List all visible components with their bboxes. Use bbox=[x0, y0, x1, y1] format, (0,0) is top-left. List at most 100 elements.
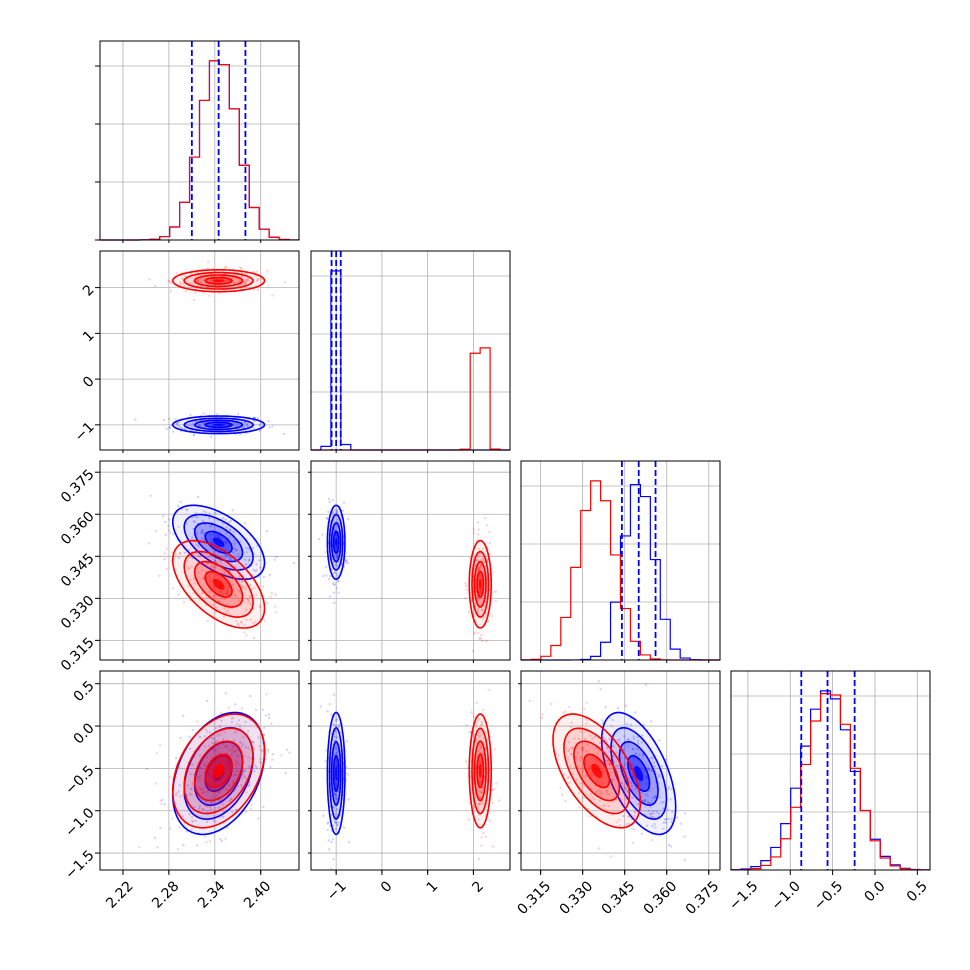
scatter-panel-3-1 bbox=[310, 670, 511, 871]
sample-point-blue bbox=[640, 832, 644, 835]
sample-point-blue bbox=[164, 533, 167, 536]
sample-point-blue bbox=[233, 542, 236, 545]
ytick-label-3-4: −1.5 bbox=[62, 847, 97, 882]
sample-point-blue bbox=[347, 517, 350, 521]
sample-point-blue bbox=[226, 760, 229, 764]
sample-point-red bbox=[203, 276, 206, 279]
sample-point-red bbox=[494, 599, 497, 603]
sample-point-red bbox=[254, 620, 257, 623]
sample-point-blue bbox=[335, 752, 338, 755]
sample-point-red bbox=[570, 721, 573, 724]
sample-point-red bbox=[597, 749, 601, 752]
sample-point-red bbox=[478, 554, 481, 557]
sample-point-blue bbox=[239, 741, 242, 744]
sample-point-blue bbox=[629, 723, 632, 727]
sample-point-red bbox=[585, 722, 588, 725]
sample-point-blue bbox=[624, 704, 627, 707]
sample-point-red bbox=[147, 542, 151, 545]
xtick-label-1-1: 0 bbox=[378, 878, 396, 896]
sample-point-blue bbox=[239, 777, 243, 780]
sample-point-red bbox=[481, 790, 484, 794]
sample-point-blue bbox=[632, 735, 635, 738]
sample-point-blue bbox=[238, 724, 241, 727]
sample-point-red bbox=[488, 688, 491, 692]
hist-panel-1-frame bbox=[310, 250, 511, 451]
sample-point-blue bbox=[252, 427, 255, 430]
sample-point-red bbox=[567, 749, 570, 753]
sample-point-red bbox=[184, 289, 187, 293]
sample-point-red bbox=[204, 790, 207, 793]
density-fill-red bbox=[591, 763, 603, 778]
density-fill-red bbox=[212, 763, 225, 778]
sample-point-red bbox=[181, 277, 184, 280]
sample-point-blue bbox=[232, 551, 235, 554]
sample-point-red bbox=[229, 589, 232, 592]
sample-point-blue bbox=[232, 583, 235, 586]
sample-point-red bbox=[226, 609, 229, 612]
sample-point-blue bbox=[208, 773, 212, 776]
sample-point-red bbox=[235, 761, 238, 764]
sample-point-red bbox=[199, 797, 202, 801]
sample-point-red bbox=[283, 281, 287, 284]
sample-point-blue bbox=[324, 760, 327, 763]
sample-point-red bbox=[595, 757, 598, 761]
sample-point-red bbox=[571, 747, 574, 750]
sample-point-blue bbox=[187, 784, 190, 787]
sample-point-red bbox=[220, 590, 223, 594]
sample-point-red bbox=[599, 777, 602, 780]
sample-point-blue bbox=[670, 820, 673, 824]
sample-point-blue bbox=[331, 498, 335, 502]
hist-panel-3 bbox=[730, 670, 931, 871]
sample-point-red bbox=[243, 623, 246, 627]
sample-point-red bbox=[203, 835, 207, 839]
sample-point-red bbox=[244, 588, 247, 591]
sample-point-red bbox=[588, 769, 591, 772]
sample-point-red bbox=[620, 772, 624, 776]
sample-point-blue bbox=[244, 746, 247, 749]
sample-point-blue bbox=[197, 545, 201, 548]
sample-point-blue bbox=[640, 741, 643, 744]
sample-point-red bbox=[263, 619, 266, 623]
sample-point-blue bbox=[201, 422, 204, 425]
sample-point-red bbox=[240, 584, 243, 587]
sample-point-red bbox=[230, 749, 234, 752]
sample-point-blue bbox=[247, 784, 251, 787]
sample-point-red bbox=[191, 784, 194, 787]
sample-point-blue bbox=[331, 838, 334, 841]
sample-point-red bbox=[148, 278, 151, 281]
sample-point-blue bbox=[268, 573, 271, 577]
sample-point-red bbox=[473, 725, 477, 728]
sample-point-red bbox=[159, 799, 162, 802]
sample-point-blue bbox=[337, 723, 341, 727]
sample-point-blue bbox=[626, 790, 630, 793]
sample-point-blue bbox=[227, 537, 230, 540]
sample-point-red bbox=[198, 598, 201, 601]
sample-point-red bbox=[203, 745, 206, 748]
ytick-label-2-0: 0.315 bbox=[58, 635, 98, 675]
sample-point-blue bbox=[236, 413, 240, 416]
sample-point-red bbox=[206, 267, 210, 270]
sample-point-red bbox=[564, 800, 567, 803]
sample-point-red bbox=[221, 803, 225, 806]
sample-point-blue bbox=[175, 421, 179, 425]
sample-point-blue bbox=[232, 739, 236, 742]
sample-point-blue bbox=[228, 799, 231, 803]
sample-point-red bbox=[259, 758, 262, 761]
sample-point-blue bbox=[226, 760, 229, 764]
sample-point-red bbox=[477, 802, 480, 805]
sample-point-red bbox=[602, 804, 605, 808]
contour-blue-1 bbox=[183, 417, 254, 433]
sample-point-blue bbox=[640, 791, 643, 795]
sample-point-blue bbox=[211, 557, 214, 560]
sample-point-red bbox=[228, 748, 231, 751]
sample-point-red bbox=[196, 796, 200, 799]
sample-point-red bbox=[470, 711, 473, 714]
sample-point-red bbox=[654, 826, 657, 829]
sample-point-red bbox=[138, 845, 141, 849]
sample-point-blue bbox=[225, 745, 228, 748]
scatter-content-1-0 bbox=[134, 260, 287, 438]
sample-point-blue bbox=[195, 532, 198, 535]
sample-point-red bbox=[210, 784, 214, 787]
sample-point-red bbox=[223, 745, 227, 749]
sample-point-red bbox=[629, 782, 632, 785]
